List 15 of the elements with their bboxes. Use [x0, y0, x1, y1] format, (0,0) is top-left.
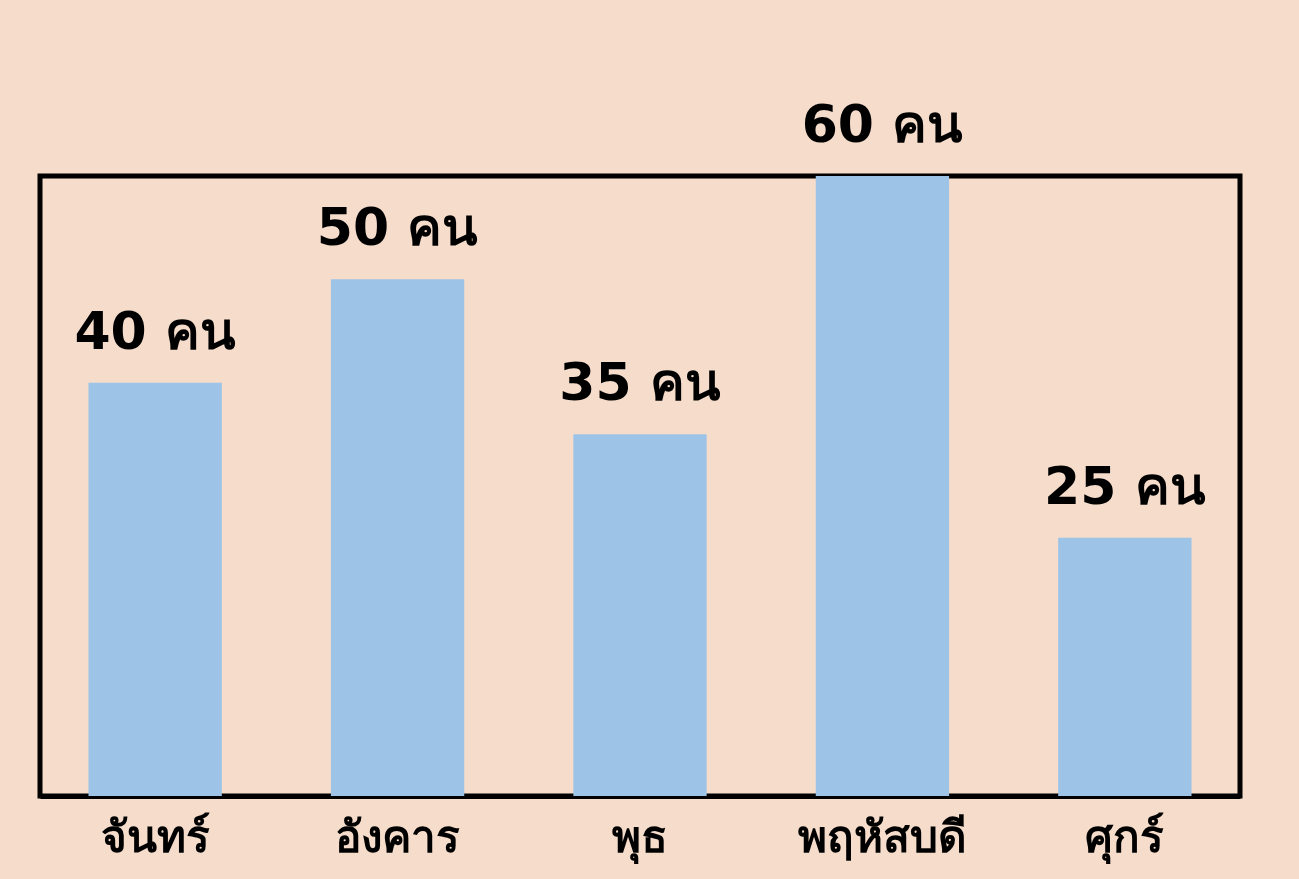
data-label: 40 คน: [74, 300, 236, 361]
data-label: 25 คน: [1044, 455, 1206, 516]
x-tick-label: พุธ: [612, 810, 668, 865]
bar: [573, 434, 707, 796]
data-label: 60 คน: [801, 94, 964, 154]
bar: [815, 176, 950, 796]
x-tick-label: ศุกร์: [1085, 810, 1165, 865]
data-label: 50 คน: [316, 197, 479, 258]
x-tick-label: พฤหัสบดี: [797, 810, 967, 862]
x-tick-label: อังคาร: [335, 810, 461, 862]
x-tick-label: จันทร์: [100, 810, 210, 862]
data-label: 35 คน: [559, 352, 721, 413]
bar: [88, 382, 222, 796]
bar: [1058, 537, 1192, 796]
bar: [330, 279, 465, 796]
